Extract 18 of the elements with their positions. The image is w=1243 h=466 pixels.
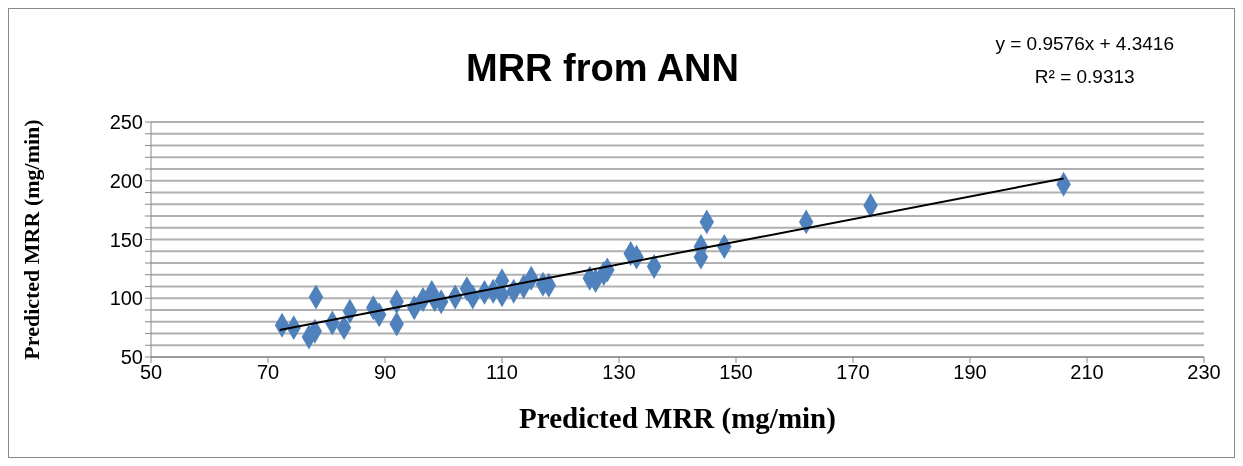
y-tick-label: 100	[109, 287, 143, 310]
x-tick-label: 90	[373, 361, 397, 384]
x-tick-label: 70	[256, 361, 280, 384]
x-tick-label: 170	[836, 361, 870, 384]
text: R² = 0.9313	[1033, 65, 1136, 89]
text: y = 0.9576x + 4.3416	[995, 32, 1174, 56]
x-tick-label: 130	[602, 361, 636, 384]
y-axis-title: Predicted MRR (mg/min)	[18, 119, 44, 360]
x-axis-title: Predicted MRR (mg/min)	[519, 401, 836, 435]
y-tick-label: 200	[109, 169, 143, 192]
x-tick-label: 210	[1070, 361, 1104, 384]
x-tick-label: 230	[1187, 361, 1221, 384]
y-tick-label: 250	[109, 111, 143, 134]
chart-title: MRR from ANN	[465, 47, 739, 89]
x-tick-label: 110	[486, 361, 518, 384]
y-tick-label: 150	[109, 228, 143, 251]
x-tick-label: 190	[953, 361, 987, 384]
x-tick-label: 150	[719, 361, 753, 384]
